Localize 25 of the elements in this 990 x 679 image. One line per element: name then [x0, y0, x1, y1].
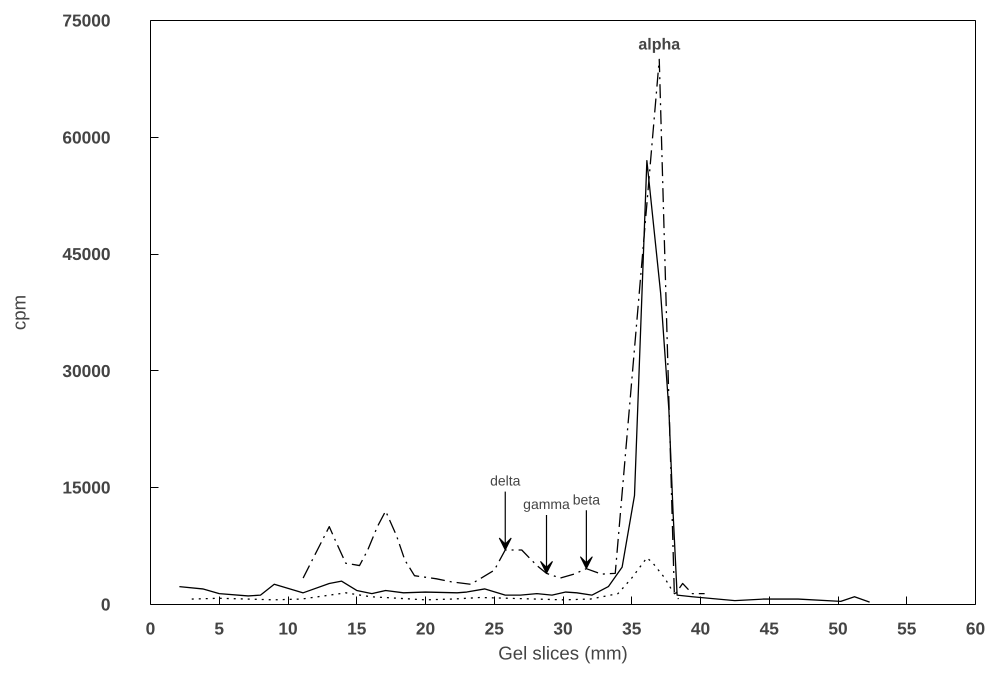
x-tick-label: 45 — [760, 618, 780, 638]
y-tick-label: 30000 — [62, 360, 110, 381]
y-axis-title: cpm — [8, 294, 30, 330]
x-tick-label: 0 — [146, 618, 156, 638]
x-tick-label: 35 — [622, 618, 642, 638]
annotation: beta — [572, 491, 600, 508]
y-tick-label: 0 — [100, 594, 111, 614]
annotation: delta — [490, 472, 521, 489]
x-tick-label: 15 — [347, 618, 367, 638]
x-axis-title: Gel slices (mm) — [498, 642, 628, 664]
x-tick-label: 50 — [828, 618, 848, 638]
y-tick-label: 60000 — [62, 127, 110, 148]
y-tick-label: 45000 — [62, 244, 110, 264]
x-tick-label: 40 — [690, 618, 710, 638]
annotation: gamma — [523, 496, 570, 512]
x-tick-label: 10 — [278, 618, 298, 638]
x-tick-label: 55 — [897, 618, 917, 638]
x-tick-label: 60 — [966, 618, 986, 638]
x-tick-label: 25 — [484, 618, 504, 638]
x-tick-label: 30 — [553, 618, 573, 638]
annotation: alpha — [638, 36, 680, 54]
x-tick-label: 20 — [416, 618, 436, 638]
y-tick-label: 15000 — [62, 478, 110, 498]
y-tick-label: 75000 — [62, 10, 110, 30]
x-tick-label: 5 — [214, 618, 224, 638]
